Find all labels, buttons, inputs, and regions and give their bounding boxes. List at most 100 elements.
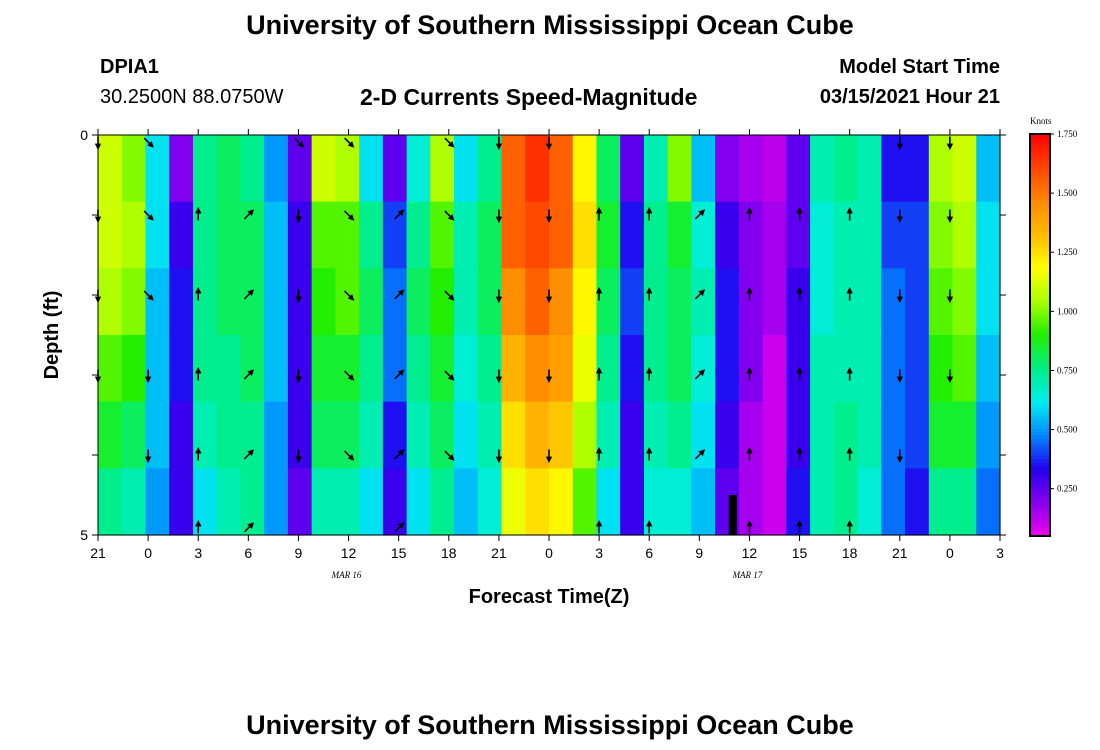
x-tick-label: 3 — [996, 545, 1004, 561]
current-vector-arrow — [394, 369, 405, 380]
heatmap-cell — [620, 135, 645, 203]
colorbar-segment — [1030, 274, 1050, 279]
date-label: MAR 17 — [732, 570, 763, 580]
colorbar-segment — [1030, 408, 1050, 413]
colorbar-tick-label: 1.750 — [1057, 129, 1078, 139]
heatmap-cell — [810, 268, 835, 336]
current-vector-arrow — [444, 370, 455, 381]
colorbar-segment — [1030, 234, 1050, 239]
heatmap-cell — [477, 335, 503, 403]
heatmap-cell — [572, 135, 598, 203]
heatmap-cell — [382, 468, 408, 536]
colorbar-segment — [1030, 177, 1050, 182]
heatmap-cell — [572, 201, 598, 269]
colorbar-segment — [1030, 412, 1050, 416]
heatmap-cell — [715, 268, 740, 336]
heatmap-cell — [549, 201, 574, 269]
colorbar-segment — [1030, 479, 1050, 483]
heatmap-cell — [240, 268, 265, 336]
heatmap-cell — [620, 401, 645, 469]
heatmap-cell — [216, 401, 242, 469]
colorbar-segment — [1030, 472, 1050, 477]
heatmap-cell — [857, 468, 882, 536]
heatmap-cell — [121, 135, 147, 203]
current-vector-arrow — [394, 209, 405, 220]
colorbar-segment — [1030, 445, 1050, 450]
heatmap-cell — [311, 135, 336, 203]
heatmap-cell — [596, 468, 621, 536]
current-vector-arrow — [243, 369, 255, 380]
colorbar-segment — [1030, 318, 1050, 323]
heatmap-cell — [715, 401, 740, 469]
heatmap-cell — [525, 135, 550, 203]
colorbar-segment — [1030, 402, 1050, 406]
heatmap-cell — [691, 268, 716, 336]
heatmap-cell — [691, 335, 716, 403]
current-vector-arrow — [344, 370, 355, 381]
colorbar-tick-label: 0.500 — [1057, 425, 1078, 435]
heatmap-cell — [501, 335, 526, 403]
heatmap-cell — [572, 268, 598, 336]
heatmap-cell — [952, 468, 977, 536]
heatmap-cell — [169, 335, 194, 403]
colorbar-segment — [1030, 324, 1050, 329]
heatmap-cell — [928, 468, 954, 536]
heatmap-cell — [192, 201, 218, 269]
colorbar-segment — [1030, 298, 1050, 302]
heatmap-cell — [501, 201, 526, 269]
heatmap-cell — [121, 201, 147, 269]
colorbar-segment — [1030, 378, 1050, 383]
heatmap-cell — [454, 201, 479, 269]
current-vector-arrow — [344, 450, 355, 461]
heatmap-cell — [121, 335, 147, 403]
x-axis-title: Forecast Time(Z) — [469, 586, 630, 608]
heatmap-cell — [738, 335, 764, 403]
heatmap-cell — [596, 268, 621, 336]
heatmap-cell — [667, 201, 693, 269]
heatmap-cell — [810, 335, 835, 403]
heatmap-cell — [549, 401, 574, 469]
heatmap-cell — [976, 468, 1001, 536]
heatmap-cell — [549, 268, 574, 336]
heatmap-cell — [786, 268, 811, 336]
heatmap-cell — [596, 401, 621, 469]
colorbar-tick-label: 1.500 — [1057, 188, 1078, 198]
heatmap-cell — [905, 201, 930, 269]
x-tick-label: 12 — [341, 545, 357, 561]
current-vector-arrow — [444, 137, 455, 148]
heatmap-cell — [98, 335, 123, 403]
colorbar-segment — [1030, 355, 1050, 359]
current-vector-arrow — [344, 290, 355, 301]
colorbar-segment — [1030, 201, 1050, 205]
colorbar-segment — [1030, 331, 1050, 336]
heatmap-cell — [216, 268, 242, 336]
colorbar-segment — [1030, 217, 1050, 222]
heatmap-cell — [667, 268, 693, 336]
heatmap-cell — [477, 268, 503, 336]
heatmap-cell — [952, 268, 977, 336]
y-axis: 05 — [80, 127, 1006, 543]
current-vector-arrow — [143, 137, 154, 148]
colorbar-segment — [1030, 254, 1050, 259]
colorbar-segment — [1030, 385, 1050, 390]
heatmap-cell — [881, 335, 906, 403]
colorbar-segment — [1030, 415, 1050, 420]
heatmap-cell — [928, 335, 954, 403]
y-axis-title: Depth (ft) — [41, 291, 63, 380]
heatmap-cell — [549, 468, 574, 536]
colorbar-segment — [1030, 438, 1050, 443]
colorbar-segment — [1030, 257, 1050, 262]
heatmap-cell — [857, 401, 882, 469]
colorbar-segment — [1030, 137, 1050, 142]
colorbar-segment — [1030, 164, 1050, 168]
colorbar-segment — [1030, 418, 1050, 423]
heatmap-cell — [430, 268, 455, 336]
current-vector-arrow — [344, 210, 355, 221]
heatmap-cell — [216, 468, 242, 536]
heatmap-cell — [477, 201, 503, 269]
heatmap-cell — [192, 401, 218, 469]
heatmap-cell — [762, 268, 787, 336]
heatmap-cell — [192, 135, 218, 203]
colorbar-segment — [1030, 288, 1050, 292]
heatmap-cell — [810, 201, 835, 269]
